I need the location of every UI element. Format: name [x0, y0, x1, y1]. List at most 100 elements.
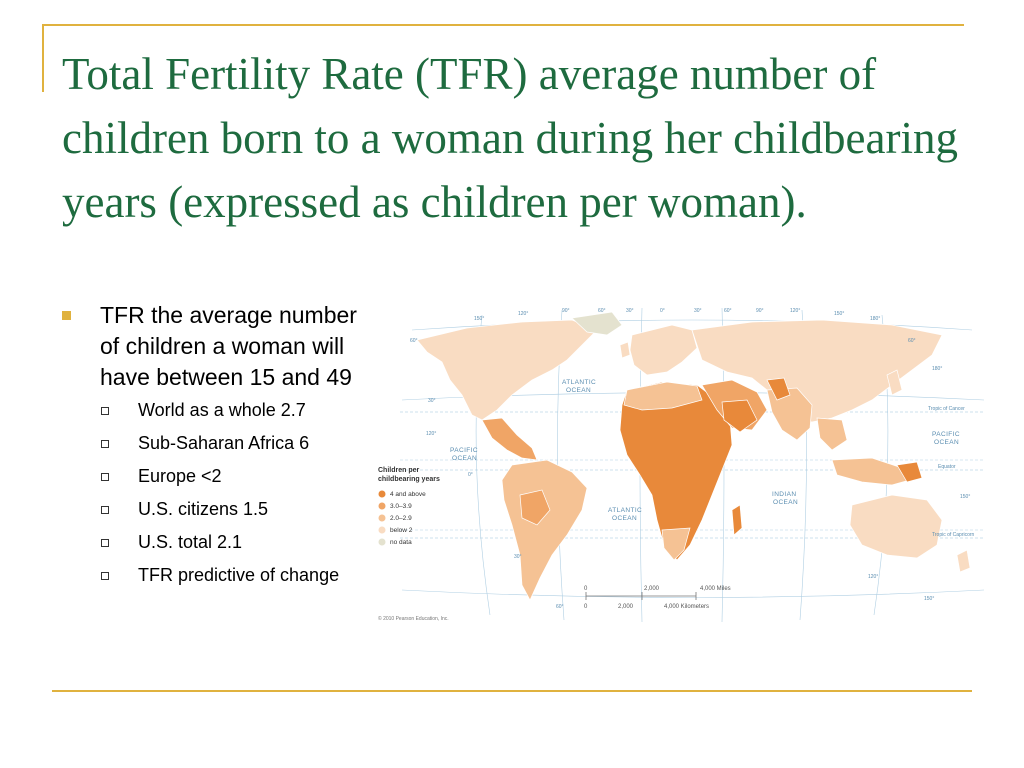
indonesia-region: [831, 457, 918, 486]
lon-label: 180°: [870, 316, 880, 322]
bullet-list: TFR the average number of children a wom…: [62, 300, 362, 597]
copyright-notice: © 2010 Pearson Education, Inc.: [378, 615, 449, 622]
scale-miles-4000: 4,000 Miles: [700, 586, 731, 592]
ocean-label-pacific-east-1: PACIFIC: [932, 431, 960, 438]
ocean-label-atlantic-north-2: OCEAN: [566, 387, 591, 394]
legend-label: 4 and above: [390, 491, 426, 498]
map-scale-bar: 0 2,000 4,000 Miles 0 2,000 4,000 Kilome…: [584, 586, 731, 610]
hollow-square-bullet-icon: [101, 506, 109, 514]
scale-miles-0: 0: [584, 586, 588, 592]
legend-label: 3.0–3.9: [390, 503, 412, 510]
sub-bullet: Sub-Saharan Africa 6: [62, 432, 362, 455]
legend-title-line-2: childbearing years: [378, 476, 440, 483]
legend-label: below 2: [390, 527, 413, 534]
australia-region: [849, 494, 943, 559]
sub-bullet-text: Sub-Saharan Africa 6: [138, 433, 310, 453]
main-bullet: TFR the average number of children a wom…: [62, 300, 362, 393]
afghanistan-pakistan-region: [766, 377, 791, 401]
scale-miles-2000: 2,000: [644, 586, 660, 592]
ocean-label-atlantic-north-1: ATLANTIC: [562, 379, 596, 386]
ocean-label-pacific-west-1: PACIFIC: [450, 447, 478, 454]
hollow-square-bullet-icon: [101, 572, 109, 580]
map-legend: Children per childbearing years 4 and ab…: [378, 467, 440, 546]
greenland-region: [571, 311, 623, 336]
scale-km-2000: 2,000: [618, 604, 634, 610]
sub-bullet: World as a whole 2.7: [62, 399, 362, 422]
north-africa-region: [623, 381, 703, 411]
hollow-square-bullet-icon: [101, 539, 109, 547]
sub-bullet: TFR predictive of change: [62, 564, 362, 587]
north-america-region: [416, 319, 598, 421]
tropic-of-capricorn-label: Tropic of Capricorn: [932, 532, 975, 538]
lon-label: 60°: [598, 308, 606, 314]
lon-label: 120°: [518, 311, 528, 317]
hollow-square-bullet-icon: [101, 473, 109, 481]
tropic-of-cancer-label: Tropic of Cancer: [928, 406, 965, 412]
lat-label: 0°: [468, 472, 473, 478]
sub-bullet-text: U.S. citizens 1.5: [138, 499, 269, 519]
europe-region: [629, 324, 698, 376]
lat-label: 150°: [960, 494, 970, 500]
lon-label: 90°: [756, 308, 764, 314]
lat-label: 60°: [556, 604, 564, 610]
papua-region: [896, 461, 923, 483]
scale-km-0: 0: [584, 604, 588, 610]
main-bullet-text: TFR the average number of children a wom…: [100, 302, 357, 390]
world-map-svg: ATLANTIC OCEAN ATLANTIC OCEAN PACIFIC OC…: [378, 307, 985, 623]
tfr-world-map: ATLANTIC OCEAN ATLANTIC OCEAN PACIFIC OC…: [372, 300, 992, 630]
sub-bullet: U.S. total 2.1: [62, 531, 362, 554]
lat-label: 180°: [932, 366, 942, 372]
sub-bullet-text: World as a whole 2.7: [138, 400, 306, 420]
sub-bullet-text: TFR predictive of change: [138, 565, 340, 585]
top-rule: [42, 24, 964, 26]
ocean-label-atlantic-south-2: OCEAN: [612, 515, 637, 522]
equator-label: Equator: [938, 464, 956, 470]
southern-africa-region: [661, 527, 691, 561]
lat-label: 120°: [868, 574, 878, 580]
legend-label: no data: [390, 539, 412, 546]
scale-km-4000: 4,000 Kilometers: [664, 604, 709, 610]
sub-bullet-text: Europe <2: [138, 466, 222, 486]
lon-label: 150°: [474, 316, 484, 322]
asia-region: [691, 319, 943, 423]
legend-swatch: [378, 490, 386, 498]
ocean-label-pacific-east-2: OCEAN: [934, 439, 959, 446]
south-asia-region: [766, 387, 813, 441]
ocean-label-pacific-west-2: OCEAN: [452, 455, 477, 462]
british-isles-region: [619, 341, 631, 359]
legend-swatch: [378, 538, 386, 546]
left-rule: [42, 24, 44, 92]
sub-bullet: U.S. citizens 1.5: [62, 498, 362, 521]
lon-label: 30°: [694, 308, 702, 314]
lat-label: 30°: [514, 554, 522, 560]
lon-label: 30°: [626, 308, 634, 314]
square-bullet-icon: [62, 311, 71, 320]
south-america-region: [501, 459, 588, 601]
lon-label: 150°: [834, 311, 844, 317]
lat-label: 120°: [426, 431, 436, 437]
southeast-asia-region: [816, 417, 848, 451]
legend-label: 2.0–2.9: [390, 515, 412, 522]
central-america-region: [481, 417, 538, 461]
legend-title-line-1: Children per: [378, 467, 420, 474]
ocean-label-atlantic-south-1: ATLANTIC: [608, 507, 642, 514]
sub-bullet-text: U.S. total 2.1: [138, 532, 243, 552]
bottom-rule: [52, 690, 972, 692]
hollow-square-bullet-icon: [101, 440, 109, 448]
lon-label: 0°: [660, 308, 665, 314]
legend-swatch: [378, 502, 386, 510]
ocean-label-indian-1: INDIAN: [772, 491, 796, 498]
lat-label: 150°: [924, 596, 934, 602]
legend-swatch: [378, 526, 386, 534]
arabian-peninsula-region: [721, 399, 758, 433]
new-zealand-region: [956, 549, 971, 573]
sub-bullet: Europe <2: [62, 465, 362, 488]
lat-label: 60°: [410, 338, 418, 344]
japan-region: [886, 369, 903, 396]
sub-bullet-list: World as a whole 2.7 Sub-Saharan Africa …: [62, 399, 362, 587]
legend-swatch: [378, 514, 386, 522]
lon-label: 60°: [724, 308, 732, 314]
ocean-label-indian-2: OCEAN: [773, 499, 798, 506]
lon-label: 90°: [562, 308, 570, 314]
south-america-high-region: [519, 489, 551, 526]
